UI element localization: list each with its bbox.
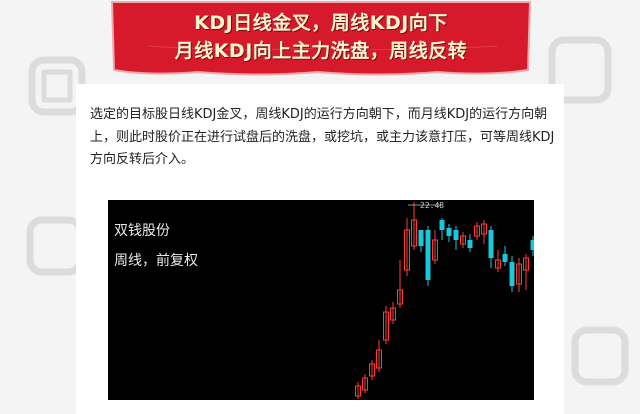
candle-body bbox=[523, 257, 529, 271]
candle-body bbox=[495, 259, 501, 269]
candle-body bbox=[432, 239, 438, 261]
candle-body bbox=[362, 377, 368, 391]
candle-body bbox=[446, 228, 452, 236]
candle-body bbox=[390, 307, 396, 321]
candle-body bbox=[509, 262, 515, 286]
period-label: 周线，前复权 bbox=[114, 253, 198, 269]
candle-body bbox=[467, 240, 473, 248]
candle-body bbox=[502, 254, 508, 262]
candle-body bbox=[355, 385, 361, 397]
candle-body bbox=[460, 235, 466, 245]
candle-body bbox=[474, 225, 480, 237]
candle-body bbox=[404, 229, 410, 271]
candle-body bbox=[383, 311, 389, 341]
description-text: 选定的目标股日线KDJ金叉，周线KDJ的运行方向朝下，而月线KDJ的运行方向朝上… bbox=[90, 107, 555, 167]
candle-body bbox=[376, 349, 382, 369]
candle-body bbox=[453, 230, 459, 240]
stock-name: 双钱股份 bbox=[114, 223, 170, 239]
candle-body bbox=[418, 230, 424, 246]
candle-body bbox=[439, 220, 445, 230]
banner-line-1: KDJ日线金叉，周线KDJ向下 bbox=[194, 12, 448, 34]
candle-body bbox=[488, 230, 494, 258]
candlestick-plot bbox=[355, 202, 534, 399]
peak-price-label: 22.48 bbox=[420, 201, 445, 210]
banner-line-2: 月线KDJ向上主力洗盘，周线反转 bbox=[174, 40, 468, 62]
candle-body bbox=[481, 223, 487, 235]
candle-body bbox=[425, 230, 431, 280]
banner: KDJ日线金叉，周线KDJ向下 月线KDJ向上主力洗盘，周线反转 bbox=[108, 0, 534, 80]
candle-body bbox=[369, 363, 375, 377]
banner-background bbox=[110, 1, 532, 76]
candle-body bbox=[411, 219, 417, 247]
stock-chart: 双钱股份 周线，前复权 22.48 bbox=[108, 200, 534, 400]
candle-body bbox=[530, 240, 534, 250]
candle-body bbox=[397, 289, 403, 305]
candle-body bbox=[516, 263, 522, 285]
